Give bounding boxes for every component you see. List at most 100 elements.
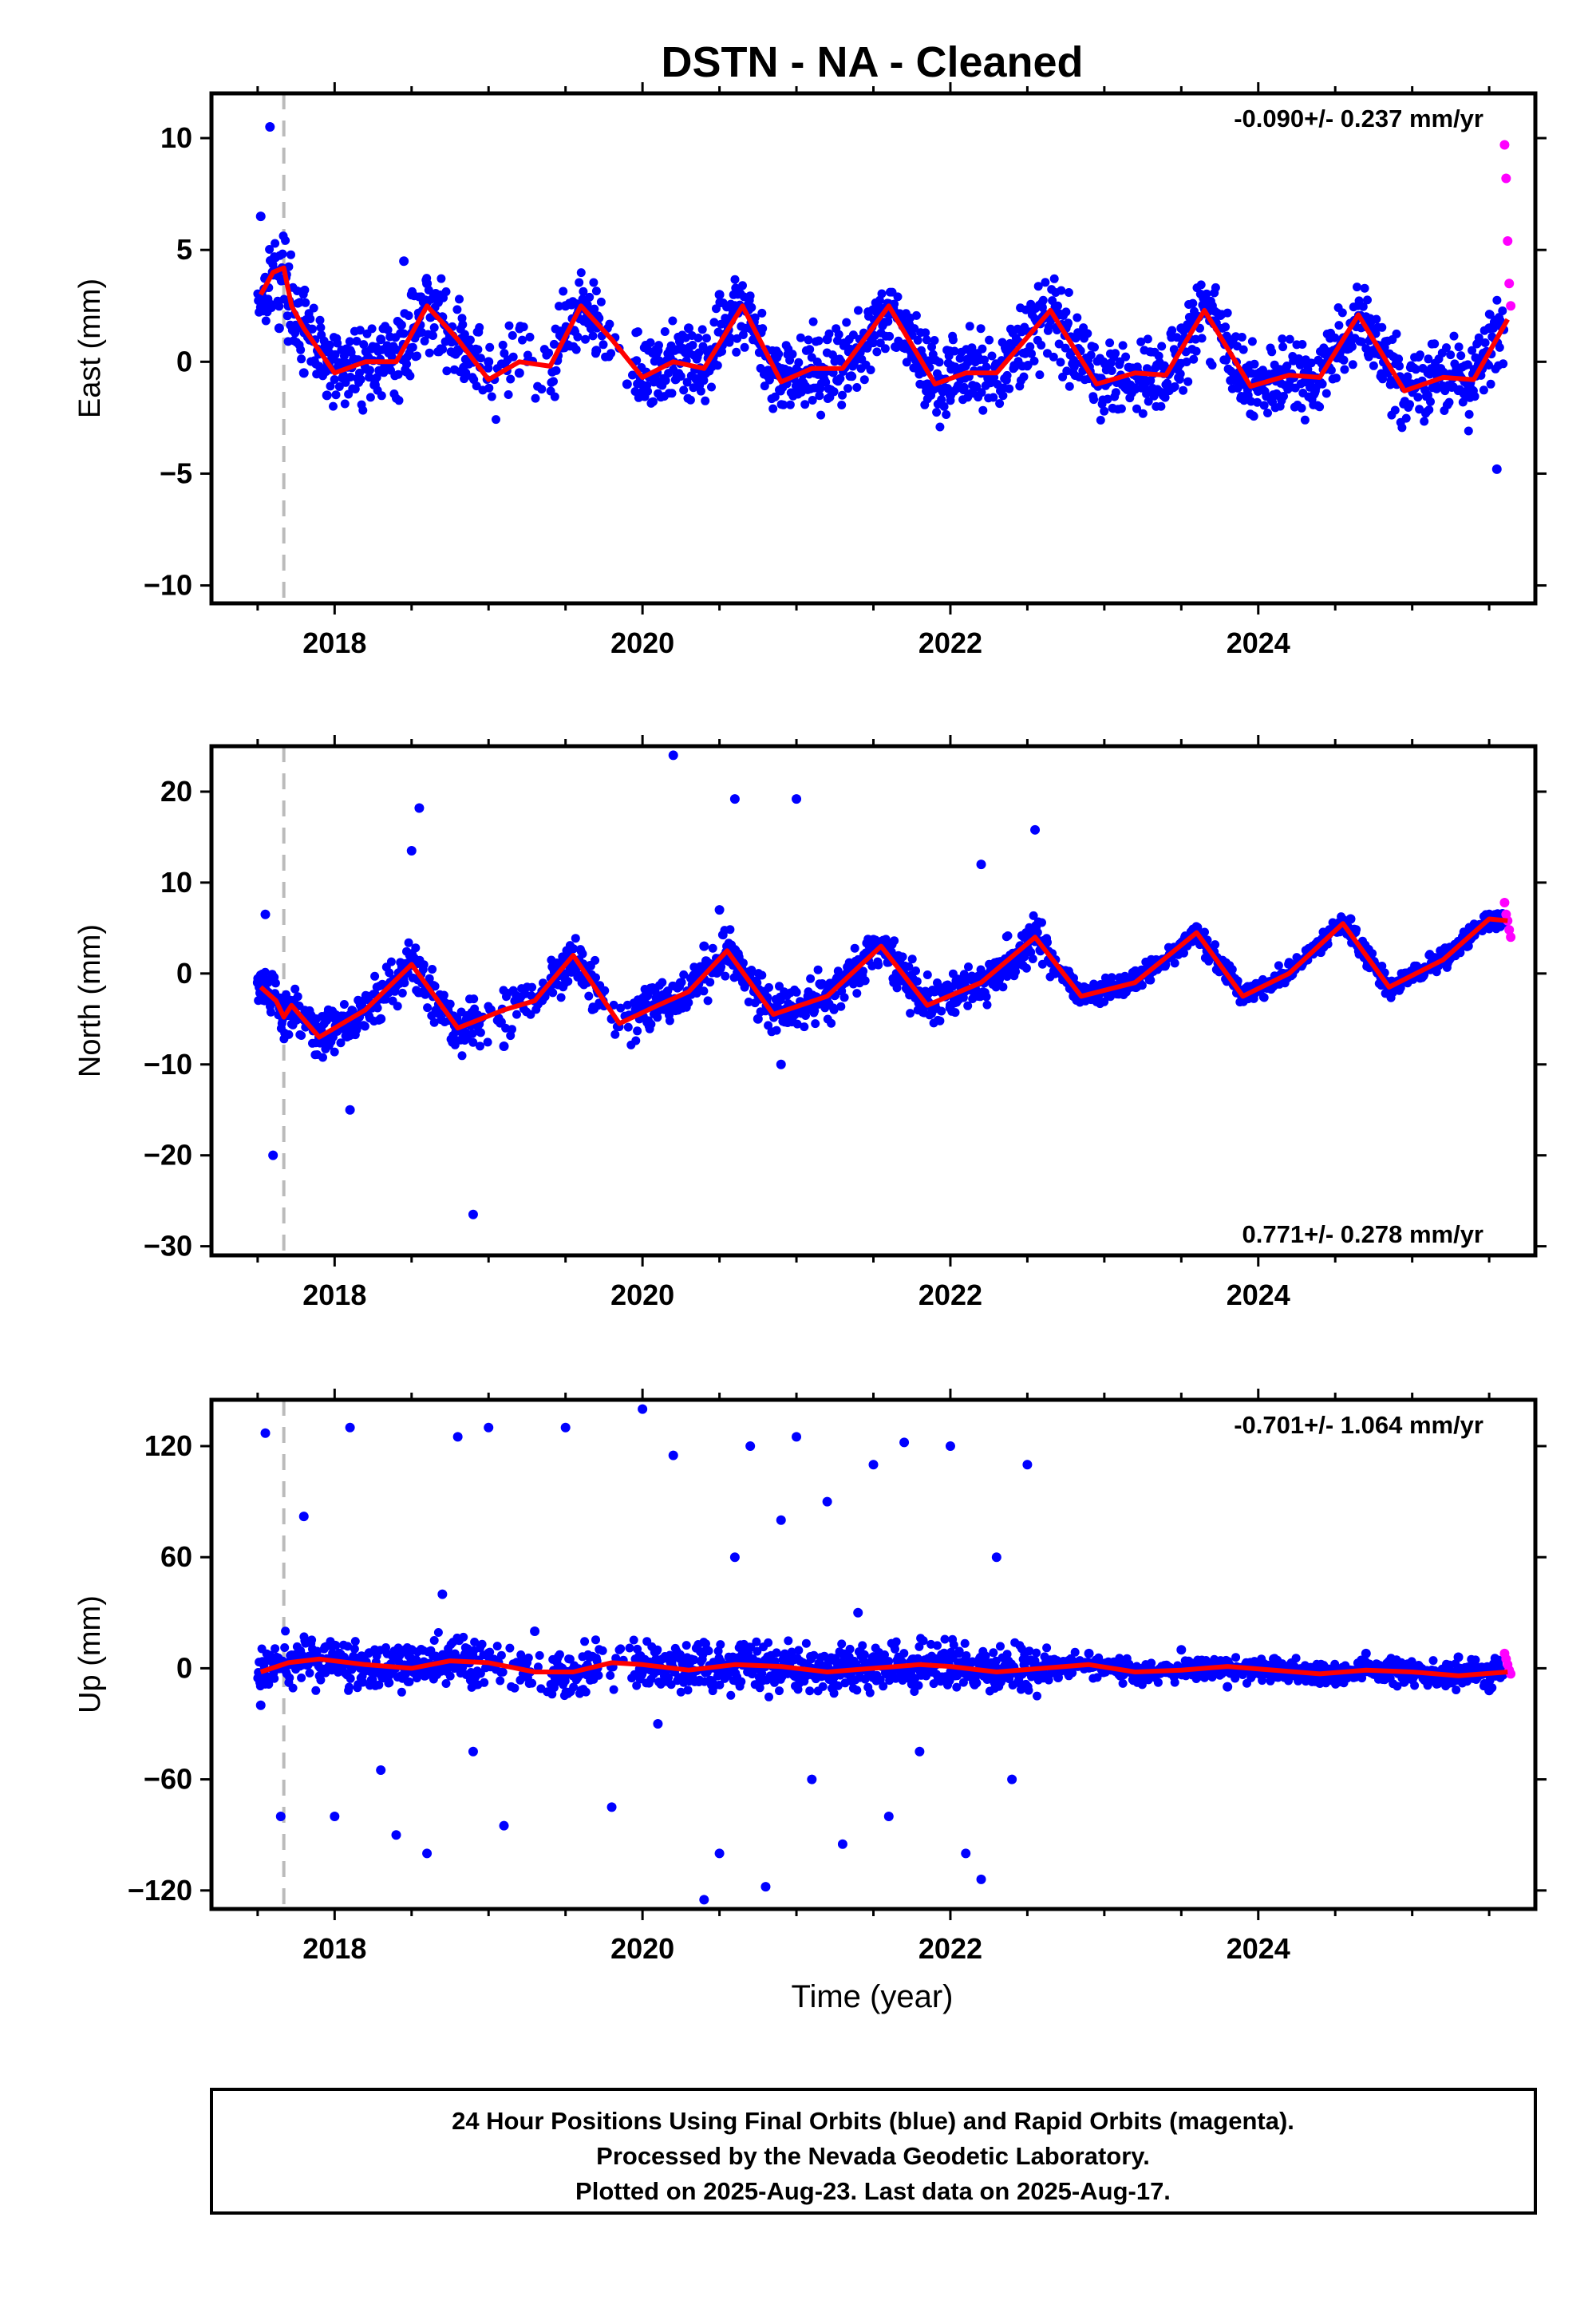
final-orbit-point	[271, 978, 280, 988]
final-orbit-point	[701, 334, 711, 343]
final-orbit-point	[1463, 360, 1472, 370]
final-orbit-point	[685, 395, 695, 405]
final-orbit-point	[1167, 326, 1177, 335]
final-orbit-point	[596, 297, 606, 306]
final-orbit-point	[794, 1646, 804, 1655]
final-orbit-point	[665, 1016, 674, 1026]
final-orbit-point	[428, 965, 437, 974]
final-orbit-point	[1023, 361, 1033, 370]
final-orbit-point	[485, 342, 495, 352]
final-orbit-point	[699, 941, 709, 951]
final-orbit-point	[438, 345, 448, 354]
final-orbit-point	[1179, 385, 1188, 395]
final-orbit-point	[334, 382, 344, 391]
final-orbit-point	[980, 355, 989, 365]
final-orbit-point	[284, 1030, 294, 1039]
final-orbit-point	[843, 384, 852, 393]
final-orbit-point	[569, 1682, 579, 1692]
final-orbit-point	[537, 385, 547, 394]
final-orbit-point	[978, 405, 988, 415]
final-orbit-point	[696, 386, 705, 396]
final-orbit-point	[753, 1646, 762, 1656]
final-orbit-point	[1348, 360, 1357, 370]
final-orbit-point	[750, 313, 760, 322]
final-orbit-point	[998, 391, 1008, 401]
final-orbit-point	[1037, 918, 1046, 927]
final-orbit-point	[805, 1686, 815, 1696]
final-orbit-point	[821, 377, 831, 387]
final-orbit-point	[322, 390, 332, 401]
final-orbit-point	[270, 1674, 279, 1683]
final-orbit-point	[922, 379, 933, 389]
final-orbit-point	[345, 1682, 354, 1692]
final-orbit-point	[764, 366, 773, 375]
final-orbit-point	[883, 317, 893, 326]
final-orbit-point	[1143, 364, 1152, 373]
final-orbit-point	[661, 376, 670, 385]
rapid-orbit-point	[1499, 897, 1510, 907]
final-orbit-point	[1100, 406, 1109, 416]
final-orbit-point	[1337, 308, 1347, 318]
final-orbit-point	[477, 1639, 487, 1649]
final-orbit-point	[996, 1642, 1005, 1651]
final-orbit-point	[284, 262, 294, 271]
final-orbit-point	[496, 1650, 506, 1660]
final-orbit-point	[1070, 1647, 1080, 1657]
final-orbit-point	[1340, 365, 1349, 374]
final-orbit-point	[285, 1673, 294, 1682]
final-orbit-point	[1397, 423, 1407, 433]
final-orbit-point	[879, 1682, 888, 1691]
final-orbit-point	[1227, 965, 1237, 974]
final-orbit-point	[1321, 389, 1331, 398]
final-orbit-point	[1179, 948, 1188, 958]
final-orbit-point	[1182, 358, 1191, 366]
final-orbit-point	[1049, 352, 1058, 362]
final-orbit-point	[1339, 355, 1349, 365]
final-orbit-point	[942, 410, 951, 419]
final-orbit-point	[402, 359, 411, 369]
final-orbit-point	[1118, 1678, 1128, 1688]
final-orbit-point	[1395, 362, 1404, 371]
final-orbit-point	[689, 1655, 699, 1665]
final-orbit-point	[1223, 308, 1232, 318]
final-orbit-point	[1484, 909, 1495, 919]
final-orbit-point	[352, 1025, 361, 1034]
final-orbit-point	[675, 1650, 685, 1659]
final-orbit-point	[473, 345, 483, 354]
final-orbit-point	[1121, 352, 1131, 362]
final-orbit-point	[962, 1651, 971, 1660]
final-orbit-point	[829, 387, 839, 397]
final-orbit-point	[667, 389, 677, 398]
final-orbit-point	[929, 1679, 938, 1689]
final-orbit-point	[1207, 301, 1217, 311]
final-orbit-point	[350, 1637, 360, 1646]
final-orbit-point	[745, 291, 755, 301]
final-orbit-point	[397, 988, 407, 998]
final-orbit-point	[631, 1036, 641, 1045]
final-orbit-point	[345, 337, 354, 346]
final-orbit-point	[350, 385, 360, 393]
final-orbit-point	[325, 340, 334, 350]
final-orbit-point	[964, 962, 973, 971]
final-orbit-point	[945, 390, 955, 401]
x-tick-label: 2022	[918, 626, 982, 659]
final-orbit-point	[360, 1022, 369, 1031]
final-orbit-point	[565, 1654, 575, 1664]
final-orbit-point	[1278, 334, 1287, 344]
final-orbit-point	[476, 1028, 485, 1037]
final-orbit-point	[638, 996, 648, 1006]
final-orbit-point	[470, 1638, 480, 1646]
final-orbit-point	[976, 860, 986, 870]
rapid-orbit-point	[1504, 925, 1515, 935]
final-orbit-point	[933, 1641, 942, 1650]
final-orbit-point	[590, 304, 599, 314]
final-orbit-point	[591, 287, 601, 296]
final-orbit-point	[1153, 1678, 1163, 1687]
final-orbit-point	[1170, 1678, 1179, 1687]
final-orbit-point	[580, 1637, 590, 1646]
final-orbit-point	[271, 1644, 280, 1654]
final-orbit-point	[1485, 310, 1495, 319]
final-orbit-point	[265, 245, 275, 254]
final-orbit-point	[1211, 940, 1220, 950]
plot-area-east	[253, 93, 1516, 603]
